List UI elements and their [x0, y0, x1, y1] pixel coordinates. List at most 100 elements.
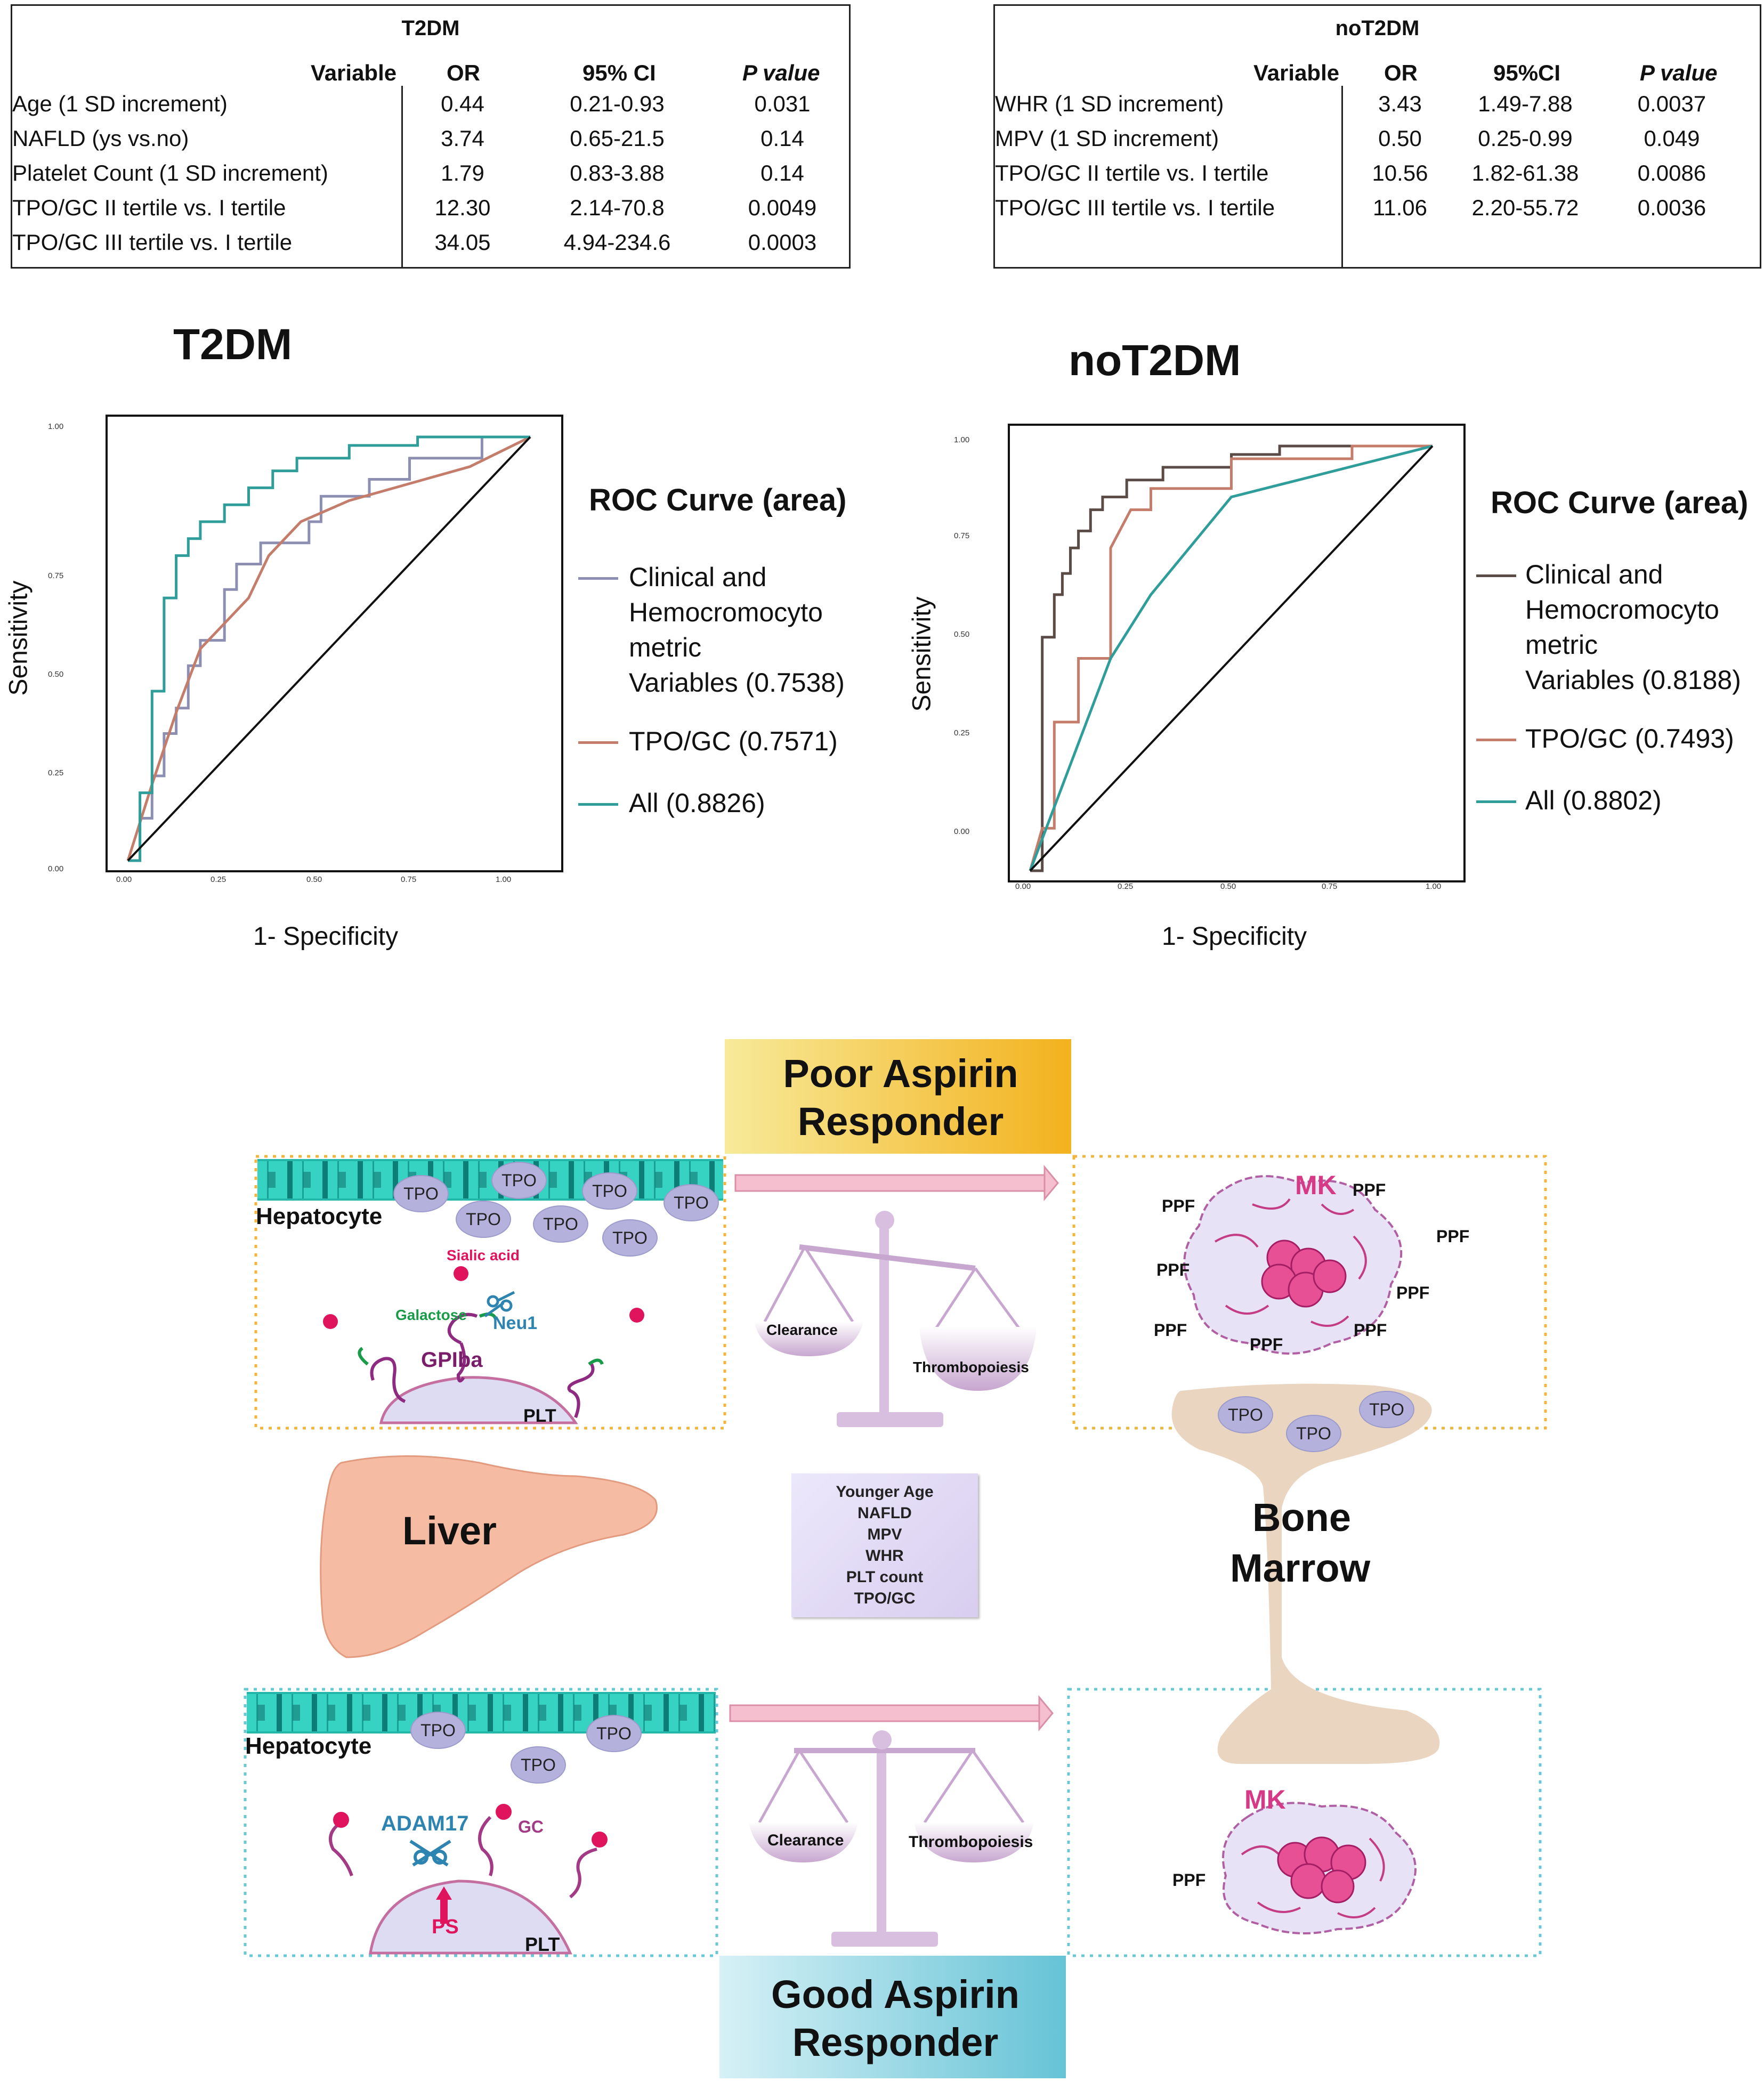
clearance-label: Clearance	[767, 1832, 844, 1849]
poor-aspirin-responder-banner: Poor Aspirin Responder	[783, 1051, 1018, 1144]
roc-series-line	[1029, 444, 1433, 871]
tpo-bubble: TPO	[1218, 1396, 1273, 1433]
table-cell-variable: TPO/GC III tertile vs. I tertile	[12, 230, 293, 255]
legend-swatch	[1476, 800, 1516, 803]
table-cell-p: 0.0037	[1637, 91, 1706, 116]
adam17-label: ADAM17	[381, 1812, 469, 1835]
sialic-acid-dots	[323, 1266, 644, 1329]
plot-frame	[1008, 424, 1466, 882]
tpo-bubble: TPO	[410, 1712, 466, 1749]
table-cell-p: 0.0086	[1637, 160, 1706, 185]
bottom-right-dotted-box	[1067, 1688, 1542, 1957]
thrombopoiesis-label: Thrombopoiesis	[913, 1359, 1029, 1375]
roc-series-line	[128, 435, 530, 862]
y-tick-label: 0.25	[48, 768, 63, 777]
x-tick-label: 0.00	[1015, 882, 1031, 891]
mk-label: MK	[1295, 1170, 1337, 1200]
y-tick-label: 0.75	[48, 571, 63, 580]
ppf-label: PPF	[1154, 1321, 1187, 1340]
legend-label: TPO/GC (0.7571)	[629, 726, 838, 756]
tpo-bubble: TPO	[602, 1219, 658, 1257]
legend-swatch	[578, 741, 618, 744]
col-header-variable: Variable	[1253, 60, 1340, 85]
ppf-label: PPF	[1250, 1335, 1283, 1354]
plt-label: PLT	[525, 1933, 560, 1955]
y-axis-label: Sensitivity	[908, 596, 936, 712]
ppf-label: PPF	[1172, 1870, 1206, 1890]
table-cell-or: 1.79	[441, 160, 484, 185]
table-cell-ci: 2.20-55.72	[1471, 195, 1579, 220]
neu1-label: Neu1	[493, 1313, 538, 1333]
legend-label: All (0.8826)	[629, 788, 765, 818]
table-not2dm: noT2DM Variable OR 95%CI P value WHR (1 …	[993, 4, 1761, 269]
table-cell-or: 3.43	[1378, 91, 1422, 116]
ppf-label: PPF	[1353, 1180, 1386, 1200]
table-title: noT2DM	[1335, 17, 1420, 40]
y-axis-label: Sensitivity	[4, 580, 33, 696]
ppf-label: PPF	[1156, 1260, 1190, 1279]
tpo-bubble: TPO	[511, 1746, 566, 1784]
ppf-label: PPF	[1436, 1227, 1470, 1246]
table-cell-variable: TPO/GC II tertile vs. I tertile	[995, 160, 1269, 185]
table-cell-variable: Age (1 SD increment)	[12, 91, 228, 116]
x-tick-label: 0.25	[211, 875, 226, 884]
balance-top	[754, 1211, 1037, 1427]
table-cell-variable: MPV (1 SD increment)	[995, 126, 1219, 151]
table-cell-p: 0.14	[760, 160, 804, 185]
column-divider	[401, 86, 403, 267]
x-tick-label: 0.50	[1220, 882, 1236, 891]
y-tick-label: 0.00	[48, 864, 63, 873]
table-cell-or: 3.74	[441, 126, 484, 151]
table-cell-variable: Platelet Count (1 SD increment)	[12, 160, 328, 185]
legend-label: Clinical and	[629, 562, 767, 592]
factor-item: PLT count	[846, 1568, 924, 1586]
x-tick-label: 1.00	[1426, 882, 1441, 891]
factor-item: WHR	[865, 1547, 904, 1565]
x-tick-label: 1.00	[496, 875, 511, 884]
legend-title: ROC Curve (area)	[1491, 485, 1749, 520]
table-t2dm: T2DM Variable OR 95% CI P value Age (1 S…	[11, 4, 851, 269]
reference-line	[1029, 445, 1434, 872]
bone-marrow-label-1: Bone	[1252, 1495, 1351, 1540]
legend-label: metric	[629, 633, 702, 662]
col-header-or: OR	[447, 60, 480, 85]
tpo-bubble: TPO	[586, 1715, 642, 1752]
table-cell-or: 12.30	[434, 195, 491, 220]
clearance-label: Clearance	[766, 1322, 838, 1338]
table-cell-ci: 4.94-234.6	[563, 230, 671, 255]
tpo-bubble: TPO	[456, 1201, 511, 1238]
ps-label: PS	[432, 1916, 459, 1938]
table-cell-ci: 0.65-21.5	[570, 126, 665, 151]
table-cell-p: 0.0049	[748, 195, 817, 220]
hepatocyte-label: Hepatocyte	[245, 1733, 372, 1759]
table-cell-variable: NAFLD (ys vs.no)	[12, 126, 189, 151]
chart-title: T2DM	[173, 320, 293, 369]
table-cell-or: 0.50	[1378, 126, 1422, 151]
hepatocyte-label: Hepatocyte	[256, 1203, 383, 1229]
legend-title: ROC Curve (area)	[589, 483, 847, 517]
table-cell-p: 0.0036	[1637, 195, 1706, 220]
factors-box: Younger Age NAFLD MPV WHR PLT count TPO/…	[791, 1473, 978, 1617]
factor-item: Younger Age	[836, 1483, 934, 1501]
ppf-label: PPF	[1162, 1196, 1195, 1216]
x-axis-label: 1- Specificity	[253, 922, 399, 951]
legend-label: Hemocromocyto	[629, 597, 823, 627]
legend-swatch	[578, 803, 618, 806]
tpo-bubble: TPO	[533, 1205, 588, 1243]
x-tick-label: 0.75	[401, 875, 416, 884]
table-cell-ci: 1.49-7.88	[1478, 91, 1573, 116]
legend-swatch	[578, 577, 618, 580]
table-cell-variable: TPO/GC III tertile vs. I tertile	[995, 195, 1275, 220]
hepatocyte-layer-top	[257, 1159, 723, 1201]
chart-title: noT2DM	[1069, 336, 1241, 385]
table-cell-ci: 0.25-0.99	[1478, 126, 1573, 151]
column-divider	[1341, 86, 1343, 267]
table-title: T2DM	[401, 17, 460, 40]
bone-marrow-label-2: Marrow	[1230, 1546, 1371, 1590]
tpo-bubble: TPO	[393, 1175, 449, 1212]
table-cell-ci: 1.82-61.38	[1471, 160, 1579, 185]
col-header-or: OR	[1384, 60, 1418, 85]
col-header-ci: 95% CI	[582, 60, 656, 85]
roc-series-line	[1030, 444, 1433, 872]
